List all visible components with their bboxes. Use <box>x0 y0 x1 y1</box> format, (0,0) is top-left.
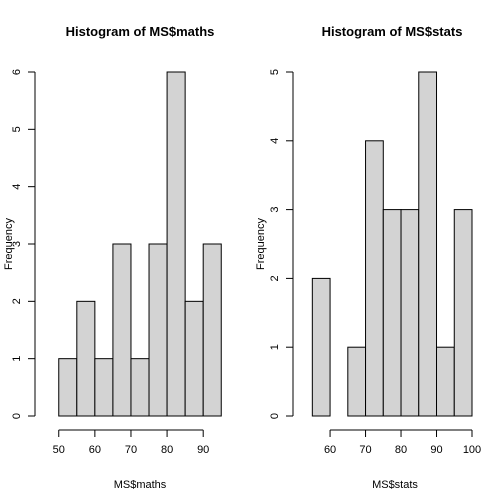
x-tick-label: 100 <box>463 444 481 456</box>
y-tick-label: 3 <box>269 207 281 213</box>
y-axis-label: Frequency <box>255 218 267 270</box>
x-axis-label: MS$stats <box>372 479 418 491</box>
x-tick-label: 80 <box>161 444 173 456</box>
y-tick-label: 6 <box>11 69 23 75</box>
x-tick-label: 80 <box>395 444 407 456</box>
x-tick-label: 50 <box>53 444 65 456</box>
histogram-bar <box>148 243 168 417</box>
y-tick-label: 3 <box>11 241 23 247</box>
y-tick-label: 0 <box>11 413 23 419</box>
x-tick-label: 90 <box>430 444 442 456</box>
x-tick-label: 90 <box>197 444 209 456</box>
y-tick-label: 1 <box>11 356 23 362</box>
histogram-bar <box>311 277 331 417</box>
y-tick-label: 1 <box>269 344 281 350</box>
y-tick-label: 2 <box>11 298 23 304</box>
histogram-bar <box>436 346 455 417</box>
y-tick-label: 5 <box>11 126 23 132</box>
x-axis-label: MS$maths <box>114 479 167 491</box>
y-tick-label: 0 <box>269 413 281 419</box>
histogram-bar <box>94 358 114 417</box>
histogram-bar <box>347 346 367 417</box>
histogram-bar <box>76 300 96 417</box>
x-tick-label: 70 <box>125 444 137 456</box>
y-tick-label: 4 <box>269 138 281 144</box>
x-tick-label: 60 <box>89 444 101 456</box>
histogram-bar <box>453 209 473 417</box>
y-tick-label: 5 <box>269 69 281 75</box>
y-tick-label: 4 <box>11 184 23 190</box>
y-tick-label: 2 <box>269 275 281 281</box>
x-tick-label: 70 <box>359 444 371 456</box>
histogram-bar <box>418 71 438 417</box>
histogram-bar <box>202 243 222 417</box>
histogram-bar <box>58 358 78 417</box>
histogram-bar <box>130 358 150 417</box>
chart-title: Histogram of MS$maths <box>66 24 215 39</box>
histogram-panel-2: Histogram of MS$stats 60 70 80 90 100 0 1 2 3 4 5 MS… <box>255 24 481 491</box>
histogram-panel-1: Histogram of MS$maths 50 60 70 80 90 0 1 2 3 4 5 6 MS… <box>3 24 222 491</box>
y-axis-label: Frequency <box>3 218 15 270</box>
histogram-bar <box>382 209 402 417</box>
histogram-bar <box>400 209 420 417</box>
histogram-bar <box>365 140 384 417</box>
x-tick-label: 60 <box>324 444 336 456</box>
histogram-bar <box>112 243 132 417</box>
histogram-bar <box>184 300 204 417</box>
chart-title: Histogram of MS$stats <box>322 24 463 39</box>
histogram-bar <box>166 71 186 417</box>
